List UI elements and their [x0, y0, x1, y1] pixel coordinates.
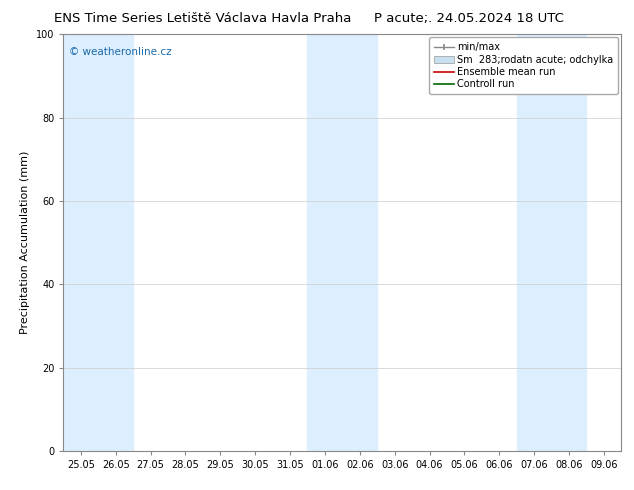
Text: P acute;. 24.05.2024 18 UTC: P acute;. 24.05.2024 18 UTC: [374, 12, 564, 25]
Y-axis label: Precipitation Accumulation (mm): Precipitation Accumulation (mm): [20, 151, 30, 334]
Legend: min/max, Sm  283;rodatn acute; odchylka, Ensemble mean run, Controll run: min/max, Sm 283;rodatn acute; odchylka, …: [429, 37, 618, 94]
Bar: [517, 34, 586, 451]
Text: © weatheronline.cz: © weatheronline.cz: [69, 47, 172, 57]
Bar: [307, 34, 377, 451]
Text: ENS Time Series Letiště Václava Havla Praha: ENS Time Series Letiště Václava Havla Pr…: [54, 12, 352, 25]
Bar: [63, 34, 133, 451]
